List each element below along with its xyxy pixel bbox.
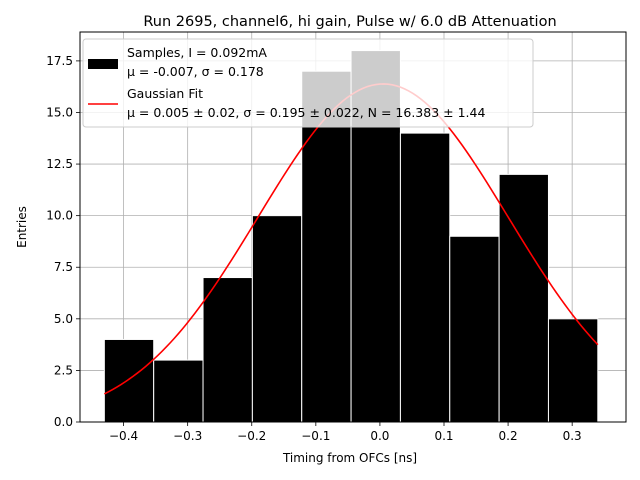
histogram-bar	[449, 235, 500, 423]
y-tick-label: 5.0	[54, 312, 73, 326]
legend-histogram-swatch	[88, 59, 118, 69]
x-tick-label: 0.0	[370, 429, 389, 443]
y-axis-ticks: 0.0 2.5 5.0 7.5 10.0 12.5 15.0 17.5	[46, 54, 80, 429]
y-tick-label: 17.5	[46, 54, 73, 68]
x-tick-label: −0.4	[109, 429, 138, 443]
x-axis-label: Timing from OFCs [ns]	[282, 451, 417, 465]
x-tick-label: 0.1	[434, 429, 453, 443]
histogram-bar	[399, 132, 451, 423]
x-tick-label: −0.3	[173, 429, 202, 443]
legend-box	[82, 38, 534, 128]
legend-fit-params: μ = 0.005 ± 0.02, σ = 0.195 ± 0.022, N =…	[127, 105, 485, 120]
histogram-bar	[153, 359, 204, 423]
plot-frame	[79, 31, 627, 423]
y-tick-label: 0.0	[54, 415, 73, 429]
histogram-bar	[202, 277, 253, 423]
x-tick-label: −0.1	[301, 429, 330, 443]
legend: Samples, I = 0.092mA μ = -0.007, σ = 0.1…	[82, 38, 534, 128]
x-tick-label: 0.3	[563, 429, 582, 443]
legend-histogram-stats: μ = -0.007, σ = 0.178	[127, 64, 264, 79]
y-tick-label: 2.5	[54, 363, 73, 377]
histogram-bar	[301, 70, 352, 423]
chart-title: Run 2695, channel6, hi gain, Pulse w/ 6.…	[143, 14, 556, 30]
x-tick-label: −0.2	[237, 429, 266, 443]
y-tick-label: 15.0	[46, 105, 73, 119]
x-axis-ticks: −0.4 −0.3 −0.2 −0.1 0.0 0.1 0.2 0.3	[109, 422, 582, 443]
y-tick-label: 10.0	[46, 209, 73, 223]
histogram-bar	[103, 338, 155, 423]
x-tick-label: 0.2	[499, 429, 518, 443]
y-tick-label: 12.5	[46, 157, 73, 171]
y-tick-label: 7.5	[54, 260, 73, 274]
histogram-bar	[547, 318, 599, 423]
histogram-bar	[251, 215, 303, 423]
y-axis-label: Entries	[15, 206, 29, 248]
legend-histogram-label: Samples, I = 0.092mA	[127, 45, 267, 60]
histogram-bar	[498, 173, 549, 423]
legend-fit-label: Gaussian Fit	[127, 86, 203, 101]
